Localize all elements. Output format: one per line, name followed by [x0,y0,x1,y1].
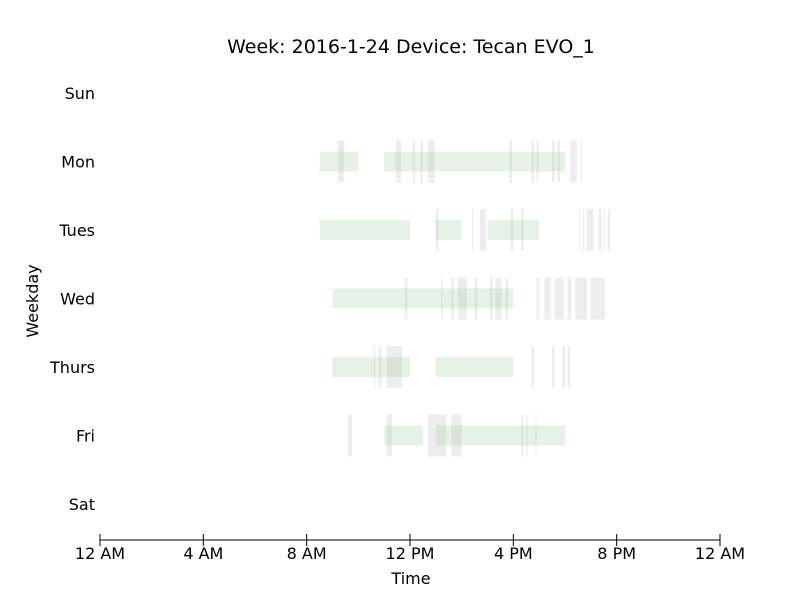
event-bar [579,209,581,251]
y-axis-ticks: Sun Mon Tues Wed Thurs Fri Sat [49,84,95,514]
event-bar [575,277,587,320]
event-bar [526,414,528,457]
usage-bar [487,220,540,240]
event-bar [557,140,560,183]
usage-bar [435,425,565,446]
event-bar [373,346,376,388]
event-bar [490,277,493,320]
event-bar [412,140,416,183]
event-bar [420,140,423,183]
event-bar [552,346,555,388]
event-bar [428,140,435,183]
event-bar [397,346,403,388]
usage-bar [319,220,410,240]
event-bar [603,209,606,251]
event-bar [570,140,577,183]
event-bar [521,209,524,251]
usage-bar [435,220,462,240]
x-tick-label: 12 AM [75,544,125,563]
event-bar [505,277,509,320]
y-axis-label: Weekday [23,264,42,337]
event-bar [531,346,534,388]
x-axis-ticks: 12 AM 4 AM 8 AM 12 PM 4 PM 8 PM 12 AM [75,534,745,563]
event-bar [479,209,487,251]
usage-bar [384,151,565,172]
event-bar [451,277,454,320]
usage-bar [332,357,410,377]
event-bar [472,209,474,251]
event-bar [386,346,398,388]
event-bar [457,277,467,320]
event-bar [607,209,611,251]
event-bar [521,414,524,457]
y-tick-label-tues: Tues [58,221,95,240]
event-bar [348,414,352,457]
event-bar [451,414,462,457]
event-bar [552,140,555,183]
y-tick-label-sun: Sun [65,84,95,103]
event-bar [567,346,571,388]
event-bar [586,209,594,251]
event-bar [495,277,502,320]
y-tick-label-thurs: Thurs [49,358,95,377]
event-bar [395,140,401,183]
x-axis-label: Time [390,569,430,588]
event-bar [536,277,540,320]
event-bars [337,140,611,457]
usage-bars [319,151,565,446]
chart-title: Week: 2016-1-24 Device: Tecan EVO_1 [227,36,595,58]
event-bar [337,140,345,183]
usage-bar [319,151,359,172]
usage-bar [384,425,423,446]
event-bar [567,277,572,320]
event-bar [435,209,439,251]
event-bar [544,277,551,320]
usage-bar [435,357,514,377]
y-tick-label-fri: Fri [76,427,95,446]
event-bar [386,414,392,457]
event-bar [598,209,602,251]
event-bar [510,209,514,251]
x-tick-label: 8 AM [287,544,327,563]
event-bar [435,414,447,457]
y-tick-label-mon: Mon [61,153,95,172]
x-tick-label: 4 AM [183,544,223,563]
event-bar [536,140,539,183]
event-bar [379,346,382,388]
usage-bar [332,288,514,309]
x-tick-label: 12 AM [695,544,745,563]
x-tick-label: 12 PM [386,544,435,563]
event-bar [554,277,564,320]
y-tick-label-sat: Sat [69,495,95,514]
event-bar [404,277,408,320]
event-bar [535,414,537,457]
x-tick-label: 4 PM [494,544,533,563]
event-bar [531,140,534,183]
event-bar [590,277,606,320]
y-tick-label-wed: Wed [60,290,95,309]
event-bar [562,346,565,388]
x-tick-label: 8 PM [597,544,636,563]
event-bar [509,140,513,183]
event-bar [428,414,436,457]
event-bar [580,140,582,183]
event-bar [583,209,585,251]
event-bar [474,277,478,320]
event-bar [441,277,443,320]
